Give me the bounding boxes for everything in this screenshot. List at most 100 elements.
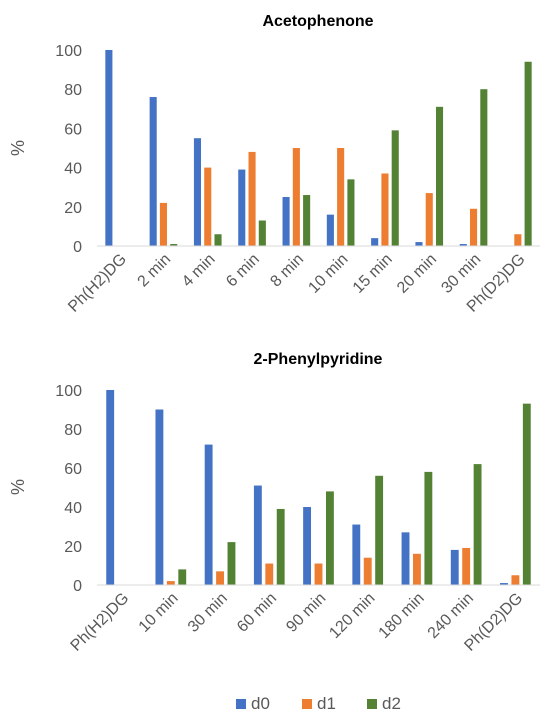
y-tick-label: 80 (64, 82, 82, 99)
bar-d2-180-min (424, 471, 433, 585)
x-tick-label: 90 min (283, 590, 329, 636)
y-tick-label: 0 (73, 239, 82, 256)
bar-d1-180-min (413, 553, 421, 585)
bar-d1-4-min (204, 167, 212, 246)
bar-d0-8-min (282, 197, 290, 246)
bar-d0-4-min (193, 138, 202, 246)
bar-d0-240-min (450, 549, 459, 585)
y-ticks: 0 20 40 60 80 100 (55, 383, 82, 595)
x-tick-label: 180 min (376, 590, 428, 642)
bar-d2-ph-d2-dg (524, 61, 532, 247)
x-tick-label: 6 min (223, 251, 263, 291)
legend-swatch-d2 (367, 699, 377, 709)
y-ticks: 0 20 40 60 80 100 (55, 43, 82, 256)
bar-d2-4-min (214, 234, 222, 246)
chart-2-phenylpyridine: 2-Phenylpyridine % 0 20 40 60 80 100 Ph(H2)DG… (8, 351, 540, 655)
x-tick-label: Ph(H2)DG (68, 590, 133, 655)
bar-d0-ph-d2-dg (500, 583, 508, 585)
bar-d0-2-min (149, 97, 157, 246)
chart-acetophenone: Acetophenone % 0 20 40 60 80 100 Ph(H2)DG 2 mi… (8, 13, 540, 316)
bar-d2-10-min (178, 569, 187, 585)
bar-d2-2-min (170, 244, 178, 246)
x-tick-label: 2 min (135, 251, 175, 291)
y-tick-label: 100 (55, 383, 82, 400)
bar-d0-180-min (401, 532, 410, 585)
bar-d0-10-min (326, 214, 334, 246)
bar-d2-10-min (347, 179, 355, 246)
bar-d0-10-min (155, 409, 164, 585)
bar-d0-ph-h2-dg (105, 50, 113, 246)
y-tick-label: 20 (64, 200, 82, 217)
y-tick-label: 100 (55, 43, 82, 60)
bars (106, 390, 531, 585)
x-tick-label: 20 min (394, 251, 440, 297)
bar-d0-120-min (352, 524, 361, 585)
y-axis-label: % (8, 140, 28, 156)
y-tick-label: 60 (64, 121, 82, 138)
bar-d1-8-min (292, 148, 300, 246)
bar-d1-30-min (216, 571, 224, 585)
bar-d2-ph-d2-dg (522, 403, 531, 585)
x-tick-label: 15 min (350, 251, 396, 297)
bar-d1-ph-d2-dg (511, 575, 520, 585)
bar-d2-8-min (303, 195, 311, 246)
x-tick-label: 30 min (185, 590, 231, 636)
bar-d0-30-min (459, 244, 467, 246)
bar-d2-240-min (473, 464, 482, 585)
bar-d1-10-min (166, 581, 175, 585)
x-tick-label: 10 min (305, 251, 351, 297)
bar-d1-30-min (470, 208, 478, 246)
bars (105, 50, 532, 247)
legend-label-d1: d1 (317, 694, 336, 713)
bar-d2-90-min (325, 491, 334, 585)
legend-swatch-d1 (302, 699, 312, 709)
bar-d0-90-min (303, 507, 312, 585)
bar-d0-20-min (415, 242, 423, 246)
bar-d1-10-min (337, 148, 345, 246)
bar-d2-120-min (375, 475, 384, 585)
bar-d1-6-min (248, 151, 256, 246)
bar-d1-15-min (381, 173, 389, 246)
legend-label-d2: d2 (382, 694, 401, 713)
bar-d1-ph-d2-dg (514, 234, 522, 246)
bar-d0-6-min (238, 169, 246, 246)
bar-d0-30-min (204, 444, 213, 585)
bar-d2-15-min (391, 130, 399, 246)
y-tick-label: 60 (64, 461, 82, 478)
chart-title: Acetophenone (262, 13, 373, 30)
bar-d2-60-min (276, 508, 285, 585)
bar-d2-20-min (435, 106, 444, 246)
bar-d1-60-min (265, 563, 274, 585)
x-tick-label: 4 min (179, 251, 219, 291)
bar-d1-20-min (425, 193, 433, 246)
bar-d2-6-min (258, 220, 266, 246)
y-axis-label: % (8, 479, 28, 495)
bar-d1-120-min (363, 557, 372, 585)
legend-label-d0: d0 (251, 694, 270, 713)
legend-swatch-d0 (236, 699, 246, 709)
x-tick-label: 10 min (136, 590, 182, 636)
y-tick-label: 80 (64, 422, 82, 439)
chart-title: 2-Phenylpyridine (254, 351, 383, 368)
bar-d0-60-min (253, 485, 262, 585)
x-tick-label: 8 min (267, 251, 307, 291)
bar-d1-2-min (159, 202, 167, 246)
legend: d0 d1 d2 (236, 694, 401, 713)
bar-d0-ph-h2-dg (106, 390, 115, 585)
y-tick-label: 40 (64, 500, 82, 517)
bar-d1-240-min (462, 547, 471, 585)
x-tick-label: Ph(H2)DG (65, 251, 130, 316)
y-tick-label: 20 (64, 539, 82, 556)
x-tick-label: 120 min (326, 590, 378, 642)
bar-d2-30-min (480, 89, 488, 246)
bar-d0-15-min (371, 238, 379, 246)
bar-d1-90-min (314, 563, 323, 585)
y-tick-label: 0 (73, 578, 82, 595)
bar-d2-30-min (227, 542, 236, 585)
y-tick-label: 40 (64, 161, 82, 178)
x-tick-label: 60 min (234, 590, 280, 636)
